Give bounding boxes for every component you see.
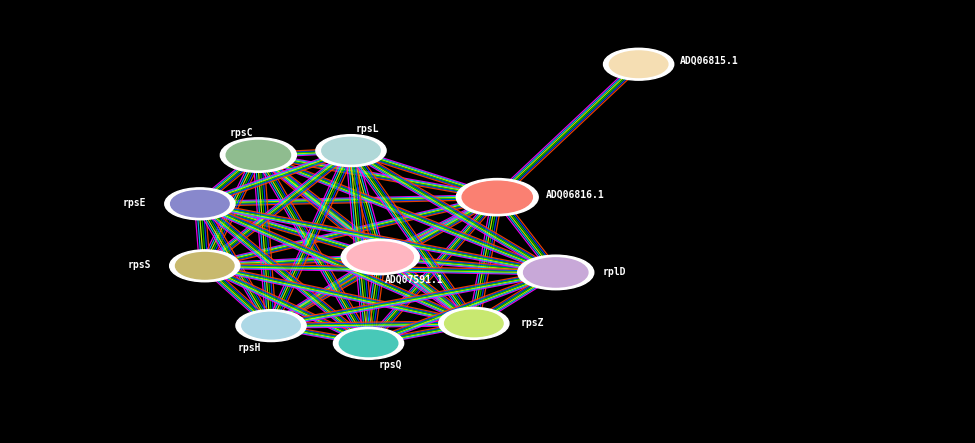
Circle shape [322, 137, 380, 164]
Text: rpsE: rpsE [123, 198, 146, 208]
Text: ADQ06815.1: ADQ06815.1 [680, 56, 738, 66]
Circle shape [316, 135, 386, 167]
Circle shape [176, 253, 234, 279]
Text: rpsC: rpsC [230, 128, 254, 138]
Text: ADQ06816.1: ADQ06816.1 [546, 190, 604, 200]
Text: rpsZ: rpsZ [521, 318, 544, 327]
Text: rpsQ: rpsQ [378, 361, 402, 370]
Text: rpsL: rpsL [356, 124, 379, 134]
Text: ADQ07591.1: ADQ07591.1 [385, 275, 444, 285]
Circle shape [236, 310, 306, 342]
Circle shape [524, 258, 588, 287]
Circle shape [462, 181, 532, 213]
Circle shape [518, 255, 594, 290]
Circle shape [170, 250, 240, 282]
Text: rpsS: rpsS [128, 260, 151, 270]
Circle shape [445, 310, 503, 337]
Text: rpsH: rpsH [238, 343, 261, 353]
Circle shape [439, 307, 509, 339]
Circle shape [242, 312, 300, 339]
Circle shape [165, 188, 235, 220]
Circle shape [171, 190, 229, 217]
Circle shape [339, 330, 398, 357]
Circle shape [347, 242, 413, 272]
Circle shape [604, 48, 674, 80]
Circle shape [220, 138, 296, 172]
Text: rplD: rplD [603, 267, 626, 276]
Circle shape [341, 239, 419, 275]
Circle shape [226, 140, 291, 170]
Circle shape [333, 327, 404, 359]
Circle shape [609, 51, 668, 78]
Circle shape [456, 179, 538, 216]
